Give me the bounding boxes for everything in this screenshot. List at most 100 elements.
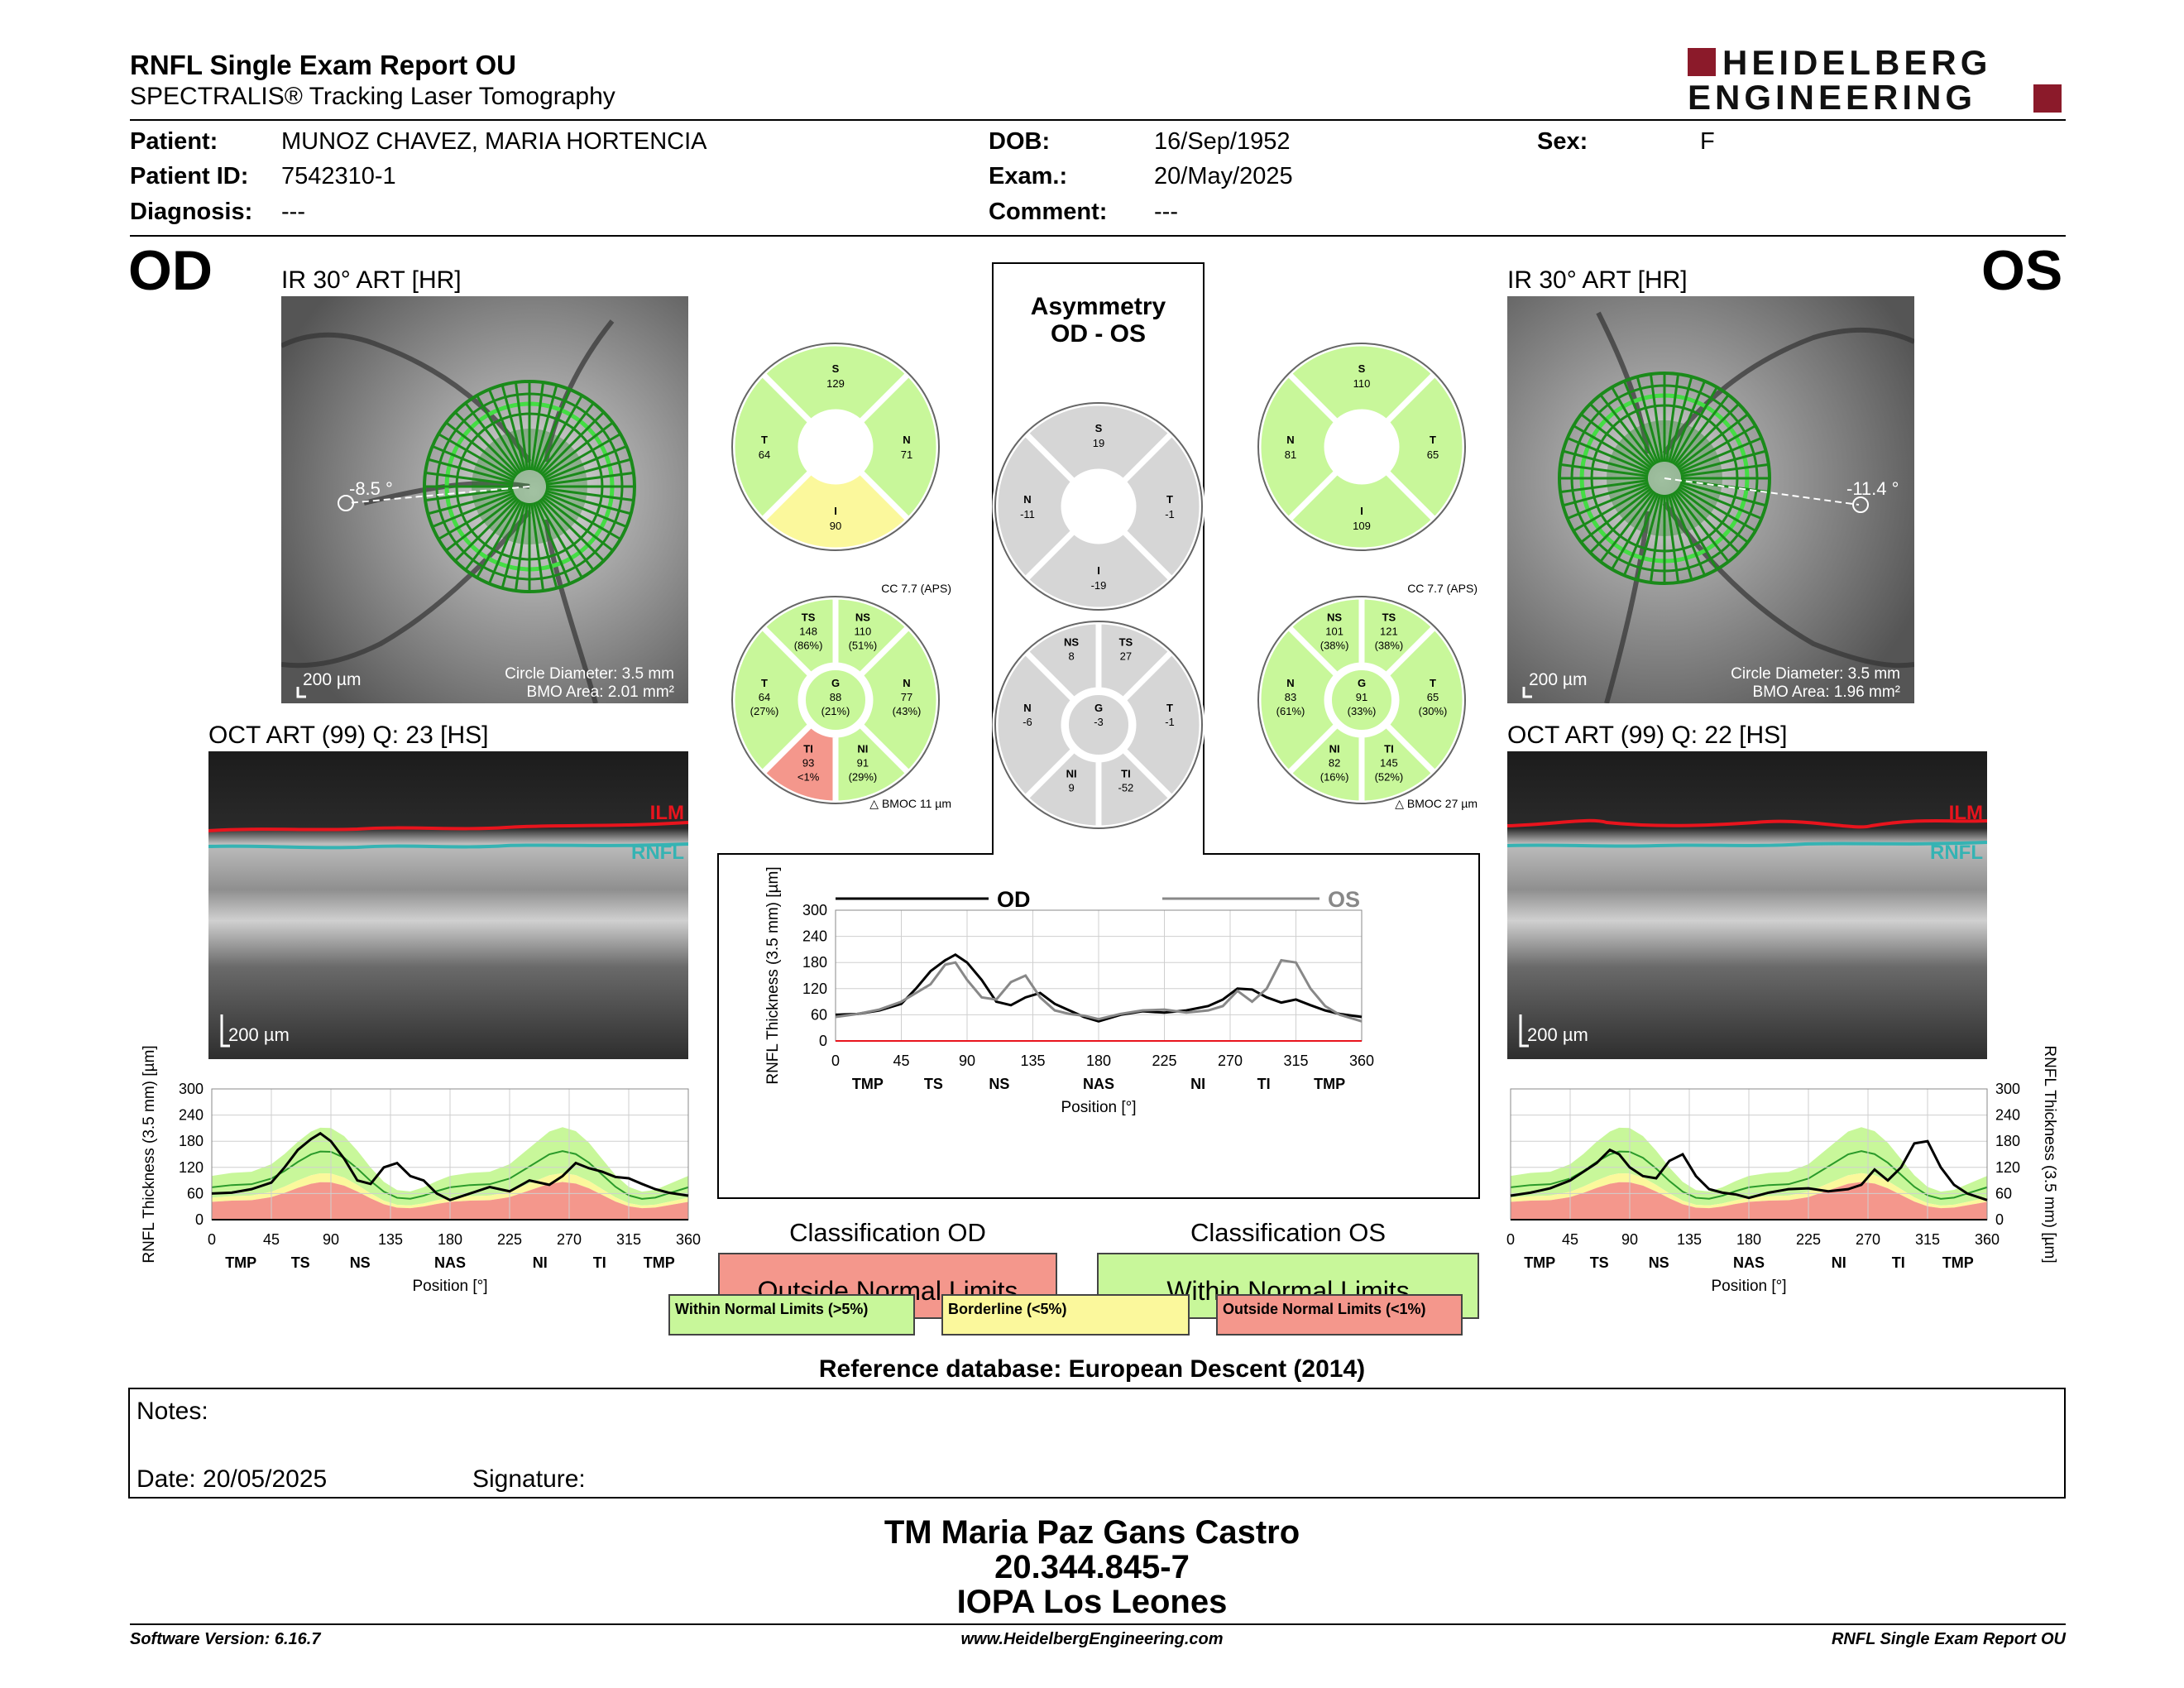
sector-text: 82 [1329, 756, 1340, 769]
sex-value: F [1700, 128, 1715, 155]
sector-value: 64 [759, 448, 770, 461]
od-oct-scale: 200 µm [228, 1024, 290, 1045]
comment-label: Comment: [989, 199, 1108, 225]
x-axis-title: Position [°] [412, 1278, 487, 1295]
sector-text: 110 [855, 626, 872, 638]
x-tick-label: 225 [1796, 1231, 1821, 1248]
scan-spoke [500, 384, 527, 472]
os-bmo-area: BMO Area: 1.96 mm² [1753, 683, 1900, 701]
sector-text: (21%) [821, 705, 850, 717]
legend-os-text: OS [1328, 887, 1360, 912]
scan-spoke [530, 381, 545, 471]
x-tick-label: 270 [1218, 1053, 1243, 1069]
sector-text: TS [802, 611, 816, 624]
scan-spoke [1679, 437, 1762, 473]
x-tick-label: 315 [616, 1231, 641, 1248]
sector-value: -19 [1091, 579, 1107, 592]
y-tick-label: 180 [179, 1133, 204, 1149]
series-line-OD [211, 1131, 689, 1201]
x-tick-label: 225 [1152, 1053, 1176, 1069]
sector-axis-label: NI [533, 1254, 548, 1271]
scan-spoke [1679, 481, 1767, 507]
sector-label: S [1358, 362, 1366, 375]
sector-axis-label: TMP [1942, 1254, 1974, 1271]
outline [994, 402, 1203, 611]
sector-text: 101 [1325, 626, 1343, 638]
sector-label: S [1095, 422, 1103, 434]
scan-spoke [1611, 386, 1658, 465]
sector-axis-label: TI [1892, 1254, 1905, 1271]
scan-spoke [488, 501, 524, 584]
signer-org: IOPA Los Leones [956, 1584, 1228, 1620]
notes-signature: Signature: [472, 1465, 586, 1493]
scan-spoke [544, 445, 627, 482]
patient-name: MUNOZ CHAVEZ, MARIA HORTENCIA [281, 128, 707, 155]
sector-text: T [1166, 702, 1173, 714]
scan-spoke [1636, 376, 1662, 463]
x-tick-label: 180 [438, 1231, 462, 1248]
sector-axis-label: TMP [225, 1254, 256, 1271]
os-bmoc-label: △ BMOC 27 µm [1395, 797, 1478, 810]
scan-spoke [1573, 485, 1651, 532]
sector-axis-label: NAS [1083, 1076, 1114, 1092]
sector-text: (61%) [1276, 705, 1305, 717]
sector-text: (52%) [1375, 770, 1404, 783]
patient-id-label: Patient ID: [130, 163, 249, 189]
sector-text: TI [1121, 767, 1131, 779]
scan-spoke [536, 395, 583, 473]
sector-label: T [1166, 493, 1173, 506]
sector-text: T [761, 677, 768, 689]
scan-spoke [1667, 493, 1693, 581]
sector-label: N [1286, 434, 1294, 446]
scan-spoke [1671, 492, 1718, 570]
sector-axis-label: NAS [434, 1254, 466, 1271]
sector-axis-label: TMP [644, 1254, 675, 1271]
legend-outside-normal: Outside Normal Limits (<1%) [1216, 1294, 1463, 1336]
sector-text: (27%) [750, 705, 779, 717]
scan-spoke [1559, 463, 1649, 477]
scan-spoke [1675, 489, 1740, 554]
x-tick-label: 315 [1283, 1053, 1308, 1069]
od-ilm-label: ILM [650, 802, 684, 824]
sector-G [1066, 692, 1132, 758]
sector-text: G [1094, 702, 1103, 714]
sector-value: 81 [1285, 448, 1296, 461]
sector-text: 77 [901, 691, 912, 703]
y-tick-label: 60 [1995, 1185, 2012, 1201]
od-fundus-scale: 200 µm [303, 670, 361, 689]
scan-spoke [1679, 449, 1767, 476]
sector-axis-label: TI [593, 1254, 606, 1271]
scan-spoke [464, 498, 521, 571]
scan-spoke [543, 433, 621, 480]
sector-G [1329, 667, 1395, 733]
sector-label: S [832, 362, 840, 375]
sector-text: -52 [1118, 781, 1134, 794]
sector-text: TS [1119, 636, 1133, 649]
sector-text: 91 [1356, 691, 1367, 703]
sex-label: Sex: [1537, 128, 1588, 155]
sector-text: NI [857, 742, 868, 755]
outline [731, 343, 940, 551]
sector-text: (38%) [1320, 640, 1349, 652]
scan-spoke [424, 471, 514, 486]
os-angle: -11.4 ° [1846, 478, 1899, 499]
sector-value: 71 [901, 448, 912, 461]
scan-spoke [1671, 386, 1718, 465]
sector-text: -3 [1094, 716, 1104, 728]
scan-spoke [540, 497, 605, 562]
x-tick-label: 90 [323, 1231, 339, 1248]
scan-spoke [1678, 485, 1756, 532]
sector-text: NI [1329, 742, 1340, 755]
sector-text: NS [1064, 636, 1079, 649]
exam-value: 20/May/2025 [1154, 163, 1293, 189]
series-line-OS [1510, 1139, 1988, 1201]
scan-spoke [1589, 403, 1654, 468]
scan-spoke [545, 471, 635, 486]
scan-spoke [1665, 494, 1680, 583]
scan-spoke [1676, 487, 1749, 544]
outline [731, 596, 940, 804]
